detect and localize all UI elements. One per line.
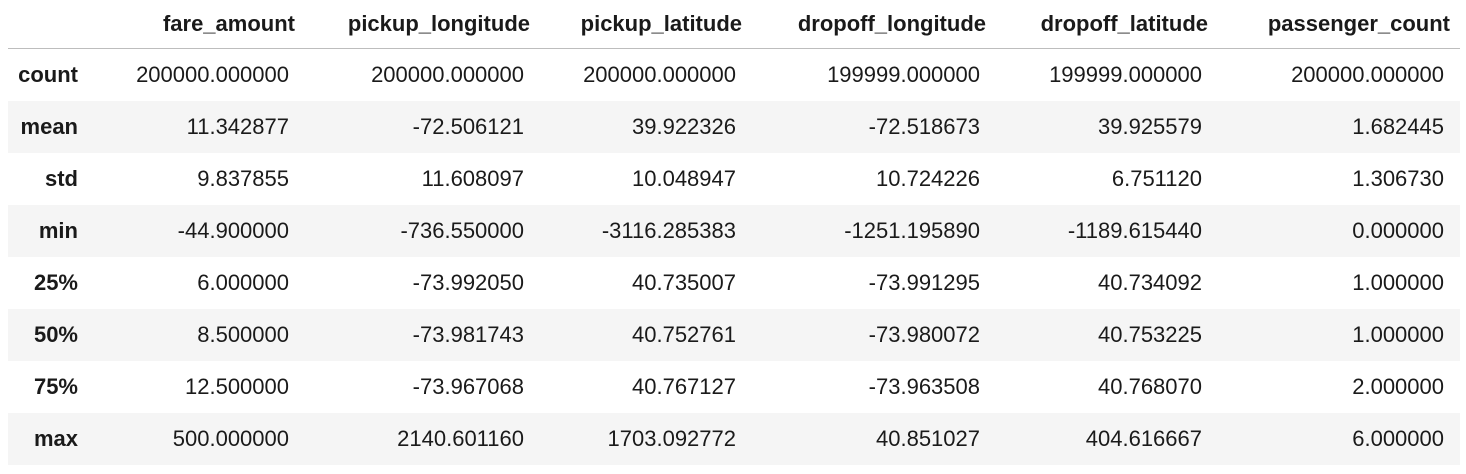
row-label: mean (20, 113, 78, 139)
table-cell: 1.000000 (1352, 269, 1444, 295)
row-label: 75% (33, 373, 78, 399)
table-row: max 500.000000 2140.601160 1703.092772 4… (8, 412, 1460, 465)
table-cell: 200000.000000 (136, 61, 289, 87)
table-header: fare_amount pickup_longitude pickup_lati… (8, 0, 1460, 49)
describe-table: fare_amount pickup_longitude pickup_lati… (8, 0, 1460, 465)
column-header-pickup-latitude: pickup_latitude (540, 0, 752, 49)
row-label: count (18, 61, 78, 87)
table-cell: 10.724226 (876, 165, 980, 191)
table-cell: 9.837855 (197, 165, 289, 191)
table-cell: -72.518673 (868, 113, 980, 139)
column-header-fare-amount: fare_amount (98, 0, 305, 49)
table-cell: 2140.601160 (397, 425, 524, 451)
table-cell: 40.851027 (876, 425, 980, 451)
table-row: mean 11.342877 -72.506121 39.922326 -72.… (8, 100, 1460, 153)
row-label: 25% (33, 269, 78, 295)
row-label: 50% (33, 321, 78, 347)
table-row: count 200000.000000 200000.000000 200000… (8, 49, 1460, 101)
table-cell: 8.500000 (197, 321, 289, 347)
table-row: 25% 6.000000 -73.992050 40.735007 -73.99… (8, 257, 1460, 309)
column-header-passenger-count: passenger_count (1218, 0, 1460, 49)
table-cell: -73.980072 (868, 321, 980, 347)
table-cell: 200000.000000 (583, 61, 736, 87)
table-cell: 40.734092 (1098, 269, 1202, 295)
table-cell: 6.751120 (1111, 165, 1202, 191)
index-header (8, 0, 98, 49)
table-body: count 200000.000000 200000.000000 200000… (8, 49, 1460, 465)
table-cell: 10.048947 (632, 165, 736, 191)
table-cell: -1189.615440 (1067, 217, 1202, 243)
table-cell: 39.922326 (632, 113, 736, 139)
row-label: std (45, 165, 78, 191)
table-cell: -44.900000 (177, 217, 289, 243)
table-row: 75% 12.500000 -73.967068 40.767127 -73.9… (8, 361, 1460, 413)
table-cell: 6.000000 (1352, 425, 1444, 451)
table-cell: 1.682445 (1352, 113, 1444, 139)
table-cell: 1.306730 (1352, 165, 1444, 191)
column-header-pickup-longitude: pickup_longitude (305, 0, 540, 49)
table-cell: 11.342877 (186, 113, 289, 139)
table-cell: -72.506121 (412, 113, 524, 139)
row-label: max (33, 425, 78, 451)
table-cell: 40.753225 (1098, 321, 1202, 347)
table-cell: -73.992050 (412, 269, 524, 295)
table-cell: -3116.285383 (601, 217, 736, 243)
column-header-dropoff-latitude: dropoff_latitude (996, 0, 1218, 49)
table-cell: 200000.000000 (371, 61, 524, 87)
table-cell: 199999.000000 (827, 61, 980, 87)
table-cell: 1703.092772 (607, 425, 736, 451)
table-row: 50% 8.500000 -73.981743 40.752761 -73.98… (8, 308, 1460, 361)
table-cell: 40.768070 (1098, 373, 1202, 399)
table-cell: 200000.000000 (1291, 61, 1444, 87)
table-cell: -1251.195890 (844, 217, 980, 243)
table-cell: 11.608097 (421, 165, 524, 191)
table-cell: 2.000000 (1352, 373, 1444, 399)
table-cell: 199999.000000 (1049, 61, 1202, 87)
table-cell: -73.963508 (868, 373, 980, 399)
table-cell: -73.991295 (868, 269, 980, 295)
table-cell: 6.000000 (197, 269, 289, 295)
table-cell: 40.752761 (632, 321, 736, 347)
table-cell: 39.925579 (1098, 113, 1202, 139)
table-cell: 40.735007 (632, 269, 736, 295)
table-cell: -73.981743 (412, 321, 524, 347)
table-cell: 12.500000 (185, 373, 289, 399)
table-cell: 40.767127 (632, 373, 736, 399)
table-row: min -44.900000 -736.550000 -3116.285383 … (8, 204, 1460, 257)
table-cell: 404.616667 (1085, 425, 1202, 451)
table-cell: -73.967068 (412, 373, 524, 399)
table-cell: -736.550000 (400, 217, 524, 243)
column-header-dropoff-longitude: dropoff_longitude (752, 0, 996, 49)
table-cell: 0.000000 (1352, 217, 1444, 243)
header-row: fare_amount pickup_longitude pickup_lati… (8, 0, 1460, 49)
table-cell: 1.000000 (1352, 321, 1444, 347)
table-cell: 500.000000 (172, 425, 289, 451)
row-label: min (38, 217, 78, 243)
table-row: std 9.837855 11.608097 10.048947 10.7242… (8, 153, 1460, 205)
